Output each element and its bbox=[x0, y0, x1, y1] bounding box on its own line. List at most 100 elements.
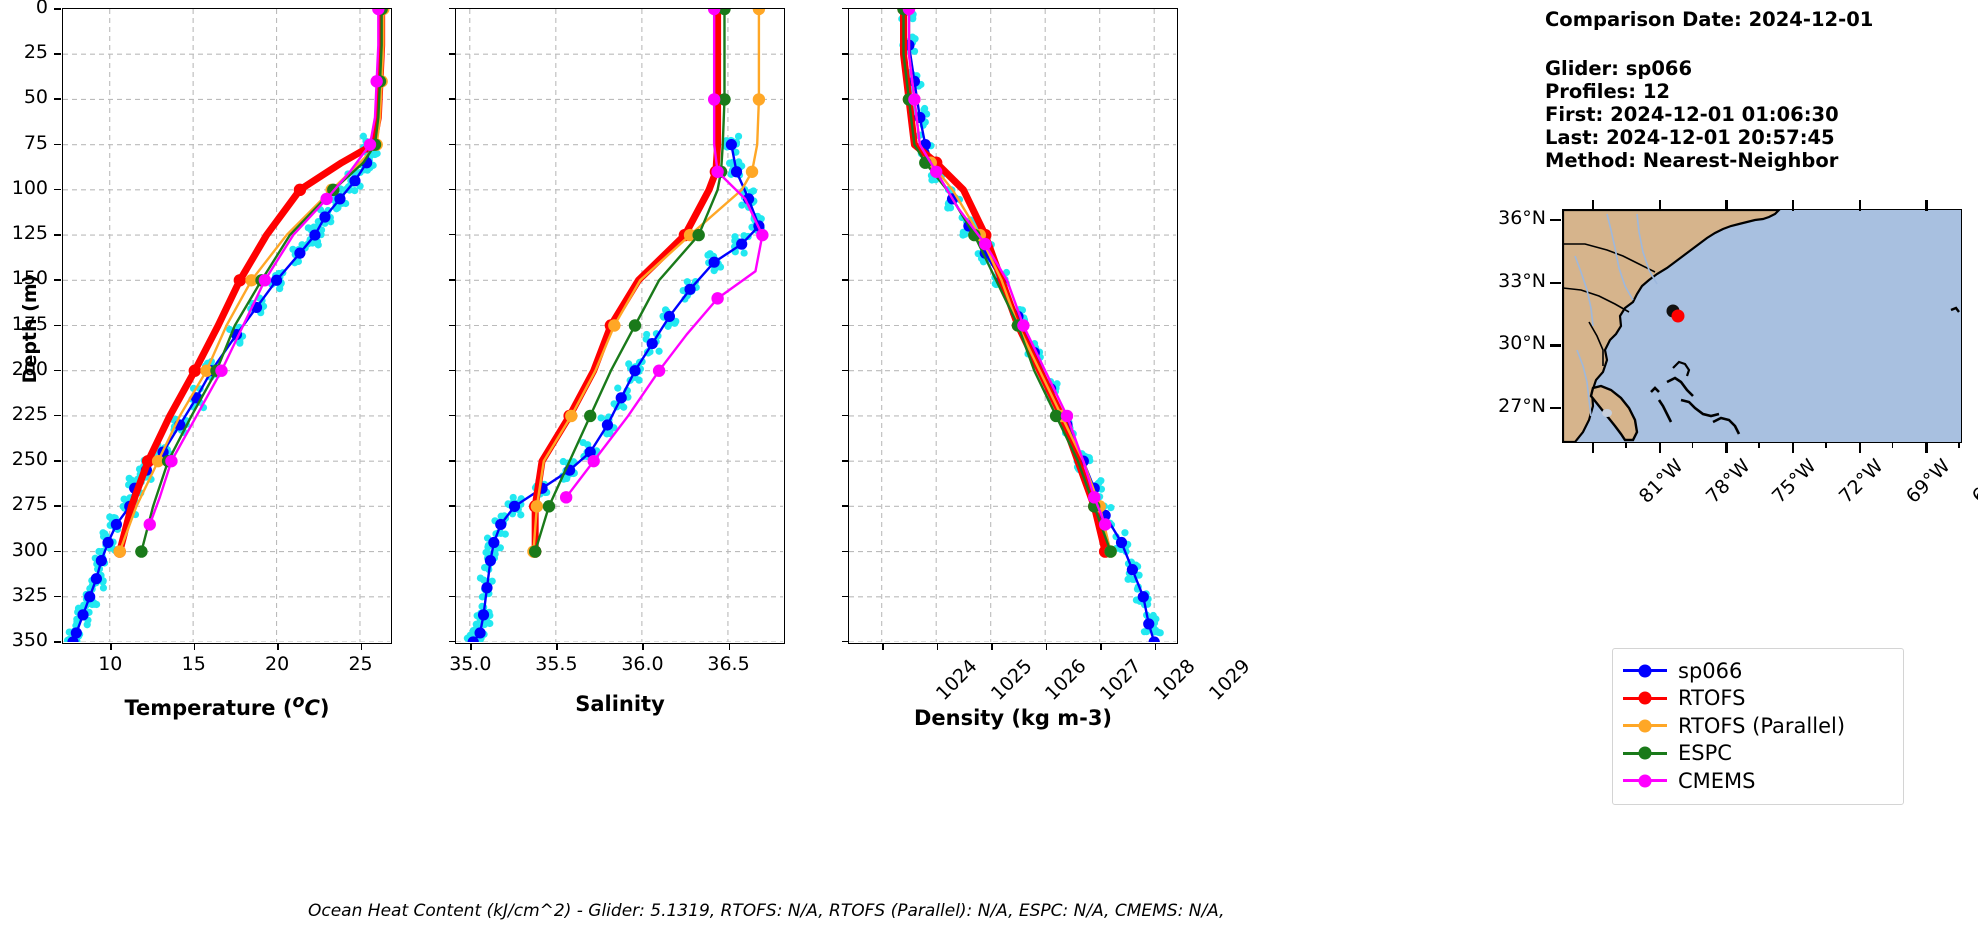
y-tick-mark bbox=[54, 8, 61, 10]
y-tick-mark bbox=[54, 550, 61, 553]
y-tick-label: 75 bbox=[23, 131, 48, 154]
y-tick-mark bbox=[449, 641, 455, 643]
state-border-line bbox=[1588, 321, 1604, 366]
y-tick-mark bbox=[54, 641, 61, 643]
map-lat-label: 36°N bbox=[1498, 207, 1546, 229]
map-lon-minor-tick bbox=[1758, 442, 1760, 448]
x-tick-mark bbox=[360, 643, 363, 650]
map-lon-label: 78°W bbox=[1701, 455, 1755, 508]
y-tick-mark bbox=[54, 188, 61, 191]
x-tick-mark bbox=[1100, 643, 1102, 650]
x-tick-mark bbox=[936, 643, 939, 650]
map-lat-label: 33°N bbox=[1498, 269, 1546, 292]
legend-label: ESPC bbox=[1678, 741, 1732, 766]
y-tick-mark bbox=[449, 324, 455, 326]
legend-marker-dot bbox=[1638, 774, 1652, 788]
river-line bbox=[1574, 255, 1594, 327]
map-lon-tick bbox=[1925, 442, 1928, 453]
y-tick-mark bbox=[842, 143, 848, 146]
location-map bbox=[1562, 209, 1962, 443]
profiles-count-text: Profiles: 12 bbox=[1545, 80, 1670, 103]
bermuda-island bbox=[1950, 306, 1960, 313]
florida-peninsula bbox=[1589, 384, 1639, 442]
salinity-panel bbox=[455, 8, 785, 644]
y-tick-mark bbox=[54, 143, 61, 146]
map-lon-label: 66°W bbox=[1968, 455, 1978, 508]
map-lat-label: 27°N bbox=[1498, 395, 1546, 418]
bahamas-islands bbox=[1650, 386, 1660, 393]
map-lon-top-tick bbox=[1658, 200, 1662, 211]
bahamas-islands bbox=[1680, 398, 1720, 418]
map-lon-label: 72°W bbox=[1834, 455, 1888, 508]
x-tick-mark bbox=[110, 643, 112, 650]
y-tick-mark bbox=[449, 460, 455, 462]
map-lat-label: 30°N bbox=[1498, 332, 1546, 355]
temperature-plot-canvas bbox=[63, 9, 390, 642]
map-lon-minor-tick bbox=[1891, 442, 1894, 448]
x-tick-mark bbox=[193, 643, 196, 650]
y-tick-mark bbox=[842, 369, 848, 372]
x-tick-label: 10 bbox=[98, 653, 123, 675]
legend-line-swatch bbox=[1623, 774, 1667, 788]
comparison-date-text: Comparison Date: 2024-12-01 bbox=[1545, 8, 1874, 31]
x-tick-mark bbox=[728, 643, 731, 650]
y-tick-mark bbox=[54, 595, 61, 598]
y-tick-mark bbox=[842, 641, 848, 643]
y-tick-mark bbox=[54, 414, 61, 417]
map-canvas bbox=[1563, 210, 1961, 442]
legend-item-espc[interactable]: ESPC bbox=[1623, 740, 1889, 768]
legend-marker-dot bbox=[1638, 664, 1652, 678]
map-lon-top-tick bbox=[1592, 200, 1595, 211]
legend-line-swatch bbox=[1623, 746, 1667, 760]
density-panel bbox=[848, 8, 1178, 644]
legend-marker-dot bbox=[1638, 746, 1652, 760]
y-tick-mark bbox=[842, 279, 848, 281]
legend-marker-dot bbox=[1638, 719, 1652, 733]
y-tick-mark bbox=[54, 234, 61, 236]
x-tick-mark bbox=[1154, 643, 1157, 650]
y-tick-mark bbox=[449, 550, 455, 552]
legend-label: RTOFS bbox=[1678, 686, 1746, 711]
y-tick-mark bbox=[842, 188, 848, 191]
density-plot-canvas bbox=[849, 9, 1176, 642]
map-lon-label: 81°W bbox=[1634, 455, 1688, 508]
legend-item-sp066[interactable]: sp066 bbox=[1623, 657, 1889, 685]
y-tick-label: 225 bbox=[11, 402, 48, 425]
legend-label: RTOFS (Parallel) bbox=[1678, 713, 1846, 738]
x-tick-label: 1029 bbox=[1204, 655, 1255, 705]
legend-item-cmems[interactable]: CMEMS bbox=[1623, 767, 1889, 795]
temperature-panel bbox=[62, 8, 392, 644]
x-tick-mark bbox=[882, 643, 884, 650]
map-lon-minor-tick bbox=[1825, 442, 1827, 448]
y-tick-mark bbox=[449, 8, 455, 10]
salinity-plot-canvas bbox=[456, 9, 783, 642]
legend-item-rtofs[interactable]: RTOFS bbox=[1623, 685, 1889, 713]
x-tick-mark bbox=[277, 643, 279, 650]
y-tick-mark bbox=[54, 98, 61, 100]
glider-name-text: Glider: sp066 bbox=[1545, 57, 1693, 80]
y-tick-label: 175 bbox=[11, 312, 48, 335]
y-tick-label: 350 bbox=[11, 629, 48, 651]
y-tick-label: 0 bbox=[35, 0, 48, 18]
legend-marker-dot bbox=[1638, 691, 1652, 705]
density-axis-title: Density (kg m-3) bbox=[913, 706, 1113, 730]
x-tick-mark bbox=[1045, 643, 1048, 650]
y-tick-label: 150 bbox=[11, 267, 48, 290]
legend-item-rtofs-parallel[interactable]: RTOFS (Parallel) bbox=[1623, 712, 1889, 740]
map-lon-tick bbox=[1792, 442, 1795, 453]
y-tick-mark bbox=[842, 98, 848, 100]
y-tick-mark bbox=[449, 188, 455, 191]
bahamas-islands bbox=[1712, 416, 1741, 435]
y-tick-label: 200 bbox=[11, 357, 48, 380]
glider-marker bbox=[1671, 309, 1685, 323]
x-tick-mark bbox=[991, 643, 993, 650]
map-lat-tick bbox=[1550, 281, 1561, 285]
x-tick-label: 20 bbox=[265, 653, 290, 675]
method-text: Method: Nearest-Neighbor bbox=[1545, 149, 1839, 172]
y-tick-mark bbox=[54, 324, 61, 326]
y-tick-mark bbox=[842, 234, 848, 236]
y-tick-mark bbox=[449, 369, 455, 372]
x-tick-label: 15 bbox=[181, 653, 206, 675]
y-tick-label: 325 bbox=[11, 583, 48, 606]
